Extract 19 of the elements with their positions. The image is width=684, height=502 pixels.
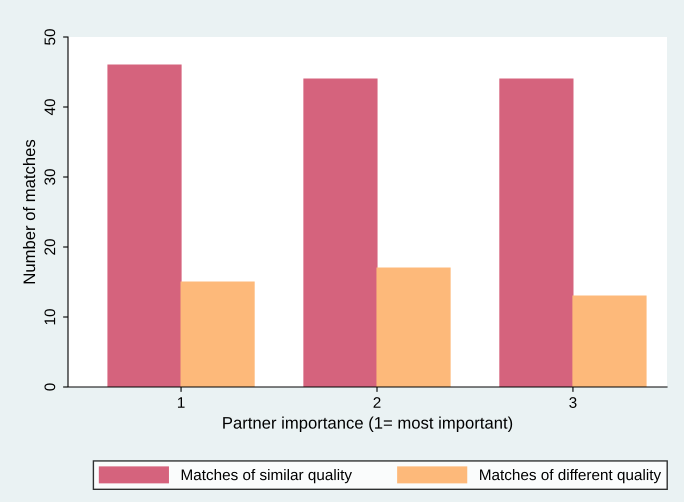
bar (180, 281, 255, 387)
bar (303, 78, 378, 387)
legend-label: Matches of different quality (480, 468, 662, 484)
legend-label: Matches of similar quality (182, 468, 352, 484)
x-axis-title: Partner importance (1= most important) (223, 416, 512, 432)
y-tick-label: 20 (44, 239, 56, 255)
x-tick-label: 2 (374, 397, 380, 408)
y-tick-label: 40 (44, 99, 56, 116)
x-tick-label: 3 (569, 397, 577, 408)
x-tick-label: 1 (178, 397, 185, 408)
y-tick-label: 10 (44, 309, 56, 324)
y-tick-label: 30 (44, 169, 56, 185)
bar (107, 64, 182, 387)
bar (376, 267, 451, 387)
y-tick-label: 0 (44, 383, 56, 391)
bar (572, 295, 647, 387)
bar (499, 78, 574, 387)
y-tick-label: 50 (44, 29, 56, 45)
y-axis-title: Number of matches (22, 140, 36, 284)
